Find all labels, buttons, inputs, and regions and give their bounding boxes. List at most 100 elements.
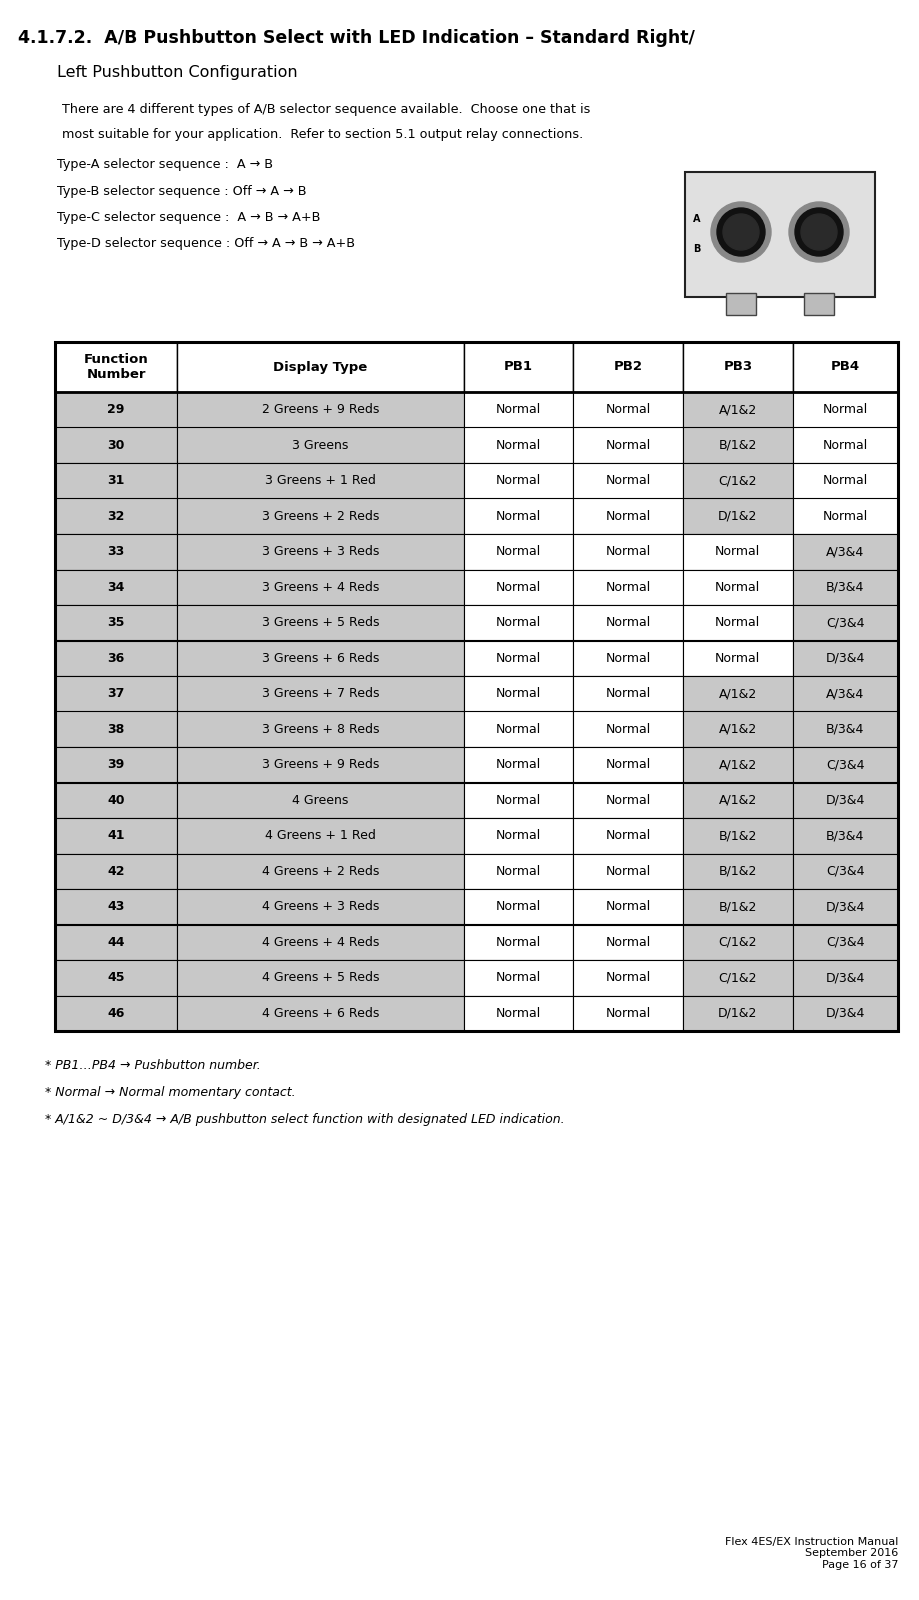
Text: Normal: Normal bbox=[495, 758, 540, 771]
Bar bbox=[573, 675, 682, 712]
Text: B/1&2: B/1&2 bbox=[718, 864, 756, 878]
Bar bbox=[177, 605, 463, 640]
Bar bbox=[682, 342, 792, 392]
Bar bbox=[573, 462, 682, 499]
Text: Normal: Normal bbox=[605, 794, 650, 806]
Text: C/1&2: C/1&2 bbox=[718, 474, 756, 488]
Text: Normal: Normal bbox=[605, 616, 650, 629]
Text: Normal: Normal bbox=[605, 864, 650, 878]
Bar bbox=[792, 890, 897, 925]
Text: Left Pushbutton Configuration: Left Pushbutton Configuration bbox=[57, 66, 298, 80]
Bar bbox=[55, 342, 897, 1030]
Bar bbox=[792, 462, 897, 499]
Text: Normal: Normal bbox=[495, 616, 540, 629]
Bar bbox=[463, 675, 573, 712]
Text: Normal: Normal bbox=[495, 971, 540, 984]
Bar bbox=[682, 925, 792, 960]
Bar bbox=[177, 570, 463, 605]
Text: A/1&2: A/1&2 bbox=[718, 403, 756, 416]
Bar bbox=[177, 818, 463, 853]
Bar bbox=[682, 995, 792, 1030]
Bar bbox=[463, 534, 573, 570]
Bar bbox=[463, 570, 573, 605]
Text: 40: 40 bbox=[108, 794, 125, 806]
Text: PB1: PB1 bbox=[504, 360, 533, 373]
Text: Normal: Normal bbox=[495, 864, 540, 878]
Text: 36: 36 bbox=[108, 651, 125, 664]
Bar bbox=[463, 890, 573, 925]
Bar bbox=[55, 570, 177, 605]
Text: Normal: Normal bbox=[605, 971, 650, 984]
Bar bbox=[573, 747, 682, 782]
Text: Normal: Normal bbox=[495, 688, 540, 701]
Bar bbox=[682, 392, 792, 427]
Bar bbox=[573, 853, 682, 890]
Bar bbox=[177, 427, 463, 462]
Bar bbox=[792, 782, 897, 818]
Bar bbox=[685, 171, 874, 298]
Text: 37: 37 bbox=[108, 688, 125, 701]
Text: A/3&4: A/3&4 bbox=[825, 688, 864, 701]
Text: Normal: Normal bbox=[495, 581, 540, 594]
Bar bbox=[463, 605, 573, 640]
Bar bbox=[792, 675, 897, 712]
Text: 30: 30 bbox=[108, 438, 125, 451]
Bar bbox=[463, 462, 573, 499]
Text: Normal: Normal bbox=[605, 581, 650, 594]
Bar bbox=[792, 818, 897, 853]
Text: 3 Greens + 8 Reds: 3 Greens + 8 Reds bbox=[262, 723, 379, 736]
Text: A/1&2: A/1&2 bbox=[718, 758, 756, 771]
Bar bbox=[463, 747, 573, 782]
Bar bbox=[55, 392, 177, 427]
Bar bbox=[682, 818, 792, 853]
Bar bbox=[573, 890, 682, 925]
Text: 32: 32 bbox=[108, 510, 125, 523]
Bar bbox=[725, 293, 755, 315]
Circle shape bbox=[800, 214, 836, 250]
Bar bbox=[573, 640, 682, 675]
Bar bbox=[177, 640, 463, 675]
Bar bbox=[682, 890, 792, 925]
Text: 44: 44 bbox=[108, 936, 125, 949]
Bar bbox=[177, 925, 463, 960]
Text: 4 Greens + 1 Red: 4 Greens + 1 Red bbox=[265, 829, 376, 842]
Bar bbox=[682, 499, 792, 534]
Text: Normal: Normal bbox=[605, 829, 650, 842]
Text: B/1&2: B/1&2 bbox=[718, 438, 756, 451]
Text: Normal: Normal bbox=[605, 1006, 650, 1019]
Bar bbox=[792, 640, 897, 675]
Text: 43: 43 bbox=[108, 901, 125, 914]
Text: Flex 4ES/EX Instruction Manual
September 2016
Page 16 of 37: Flex 4ES/EX Instruction Manual September… bbox=[724, 1536, 897, 1570]
Text: Normal: Normal bbox=[605, 651, 650, 664]
Bar bbox=[792, 995, 897, 1030]
Bar bbox=[573, 995, 682, 1030]
Text: 42: 42 bbox=[108, 864, 125, 878]
Text: A/3&4: A/3&4 bbox=[825, 546, 864, 558]
Bar bbox=[682, 640, 792, 675]
Text: Normal: Normal bbox=[822, 474, 867, 488]
Bar bbox=[177, 747, 463, 782]
Text: B: B bbox=[693, 245, 700, 254]
Bar bbox=[177, 499, 463, 534]
Text: Normal: Normal bbox=[495, 651, 540, 664]
Bar bbox=[682, 853, 792, 890]
Bar bbox=[55, 534, 177, 570]
Text: Normal: Normal bbox=[605, 474, 650, 488]
Text: 3 Greens + 6 Reds: 3 Greens + 6 Reds bbox=[262, 651, 379, 664]
Text: PB3: PB3 bbox=[722, 360, 752, 373]
Bar bbox=[682, 712, 792, 747]
Text: Type-C selector sequence :  A → B → A+B: Type-C selector sequence : A → B → A+B bbox=[57, 211, 320, 224]
Text: Normal: Normal bbox=[495, 510, 540, 523]
Text: 4 Greens: 4 Greens bbox=[292, 794, 348, 806]
Bar bbox=[463, 818, 573, 853]
Text: 3 Greens + 7 Reds: 3 Greens + 7 Reds bbox=[262, 688, 379, 701]
Text: Normal: Normal bbox=[605, 510, 650, 523]
Text: 4 Greens + 3 Reds: 4 Greens + 3 Reds bbox=[262, 901, 379, 914]
Bar bbox=[55, 712, 177, 747]
Text: D/3&4: D/3&4 bbox=[824, 971, 864, 984]
Bar bbox=[55, 925, 177, 960]
Text: Normal: Normal bbox=[714, 651, 760, 664]
Bar bbox=[55, 499, 177, 534]
Bar bbox=[463, 925, 573, 960]
Bar bbox=[55, 853, 177, 890]
